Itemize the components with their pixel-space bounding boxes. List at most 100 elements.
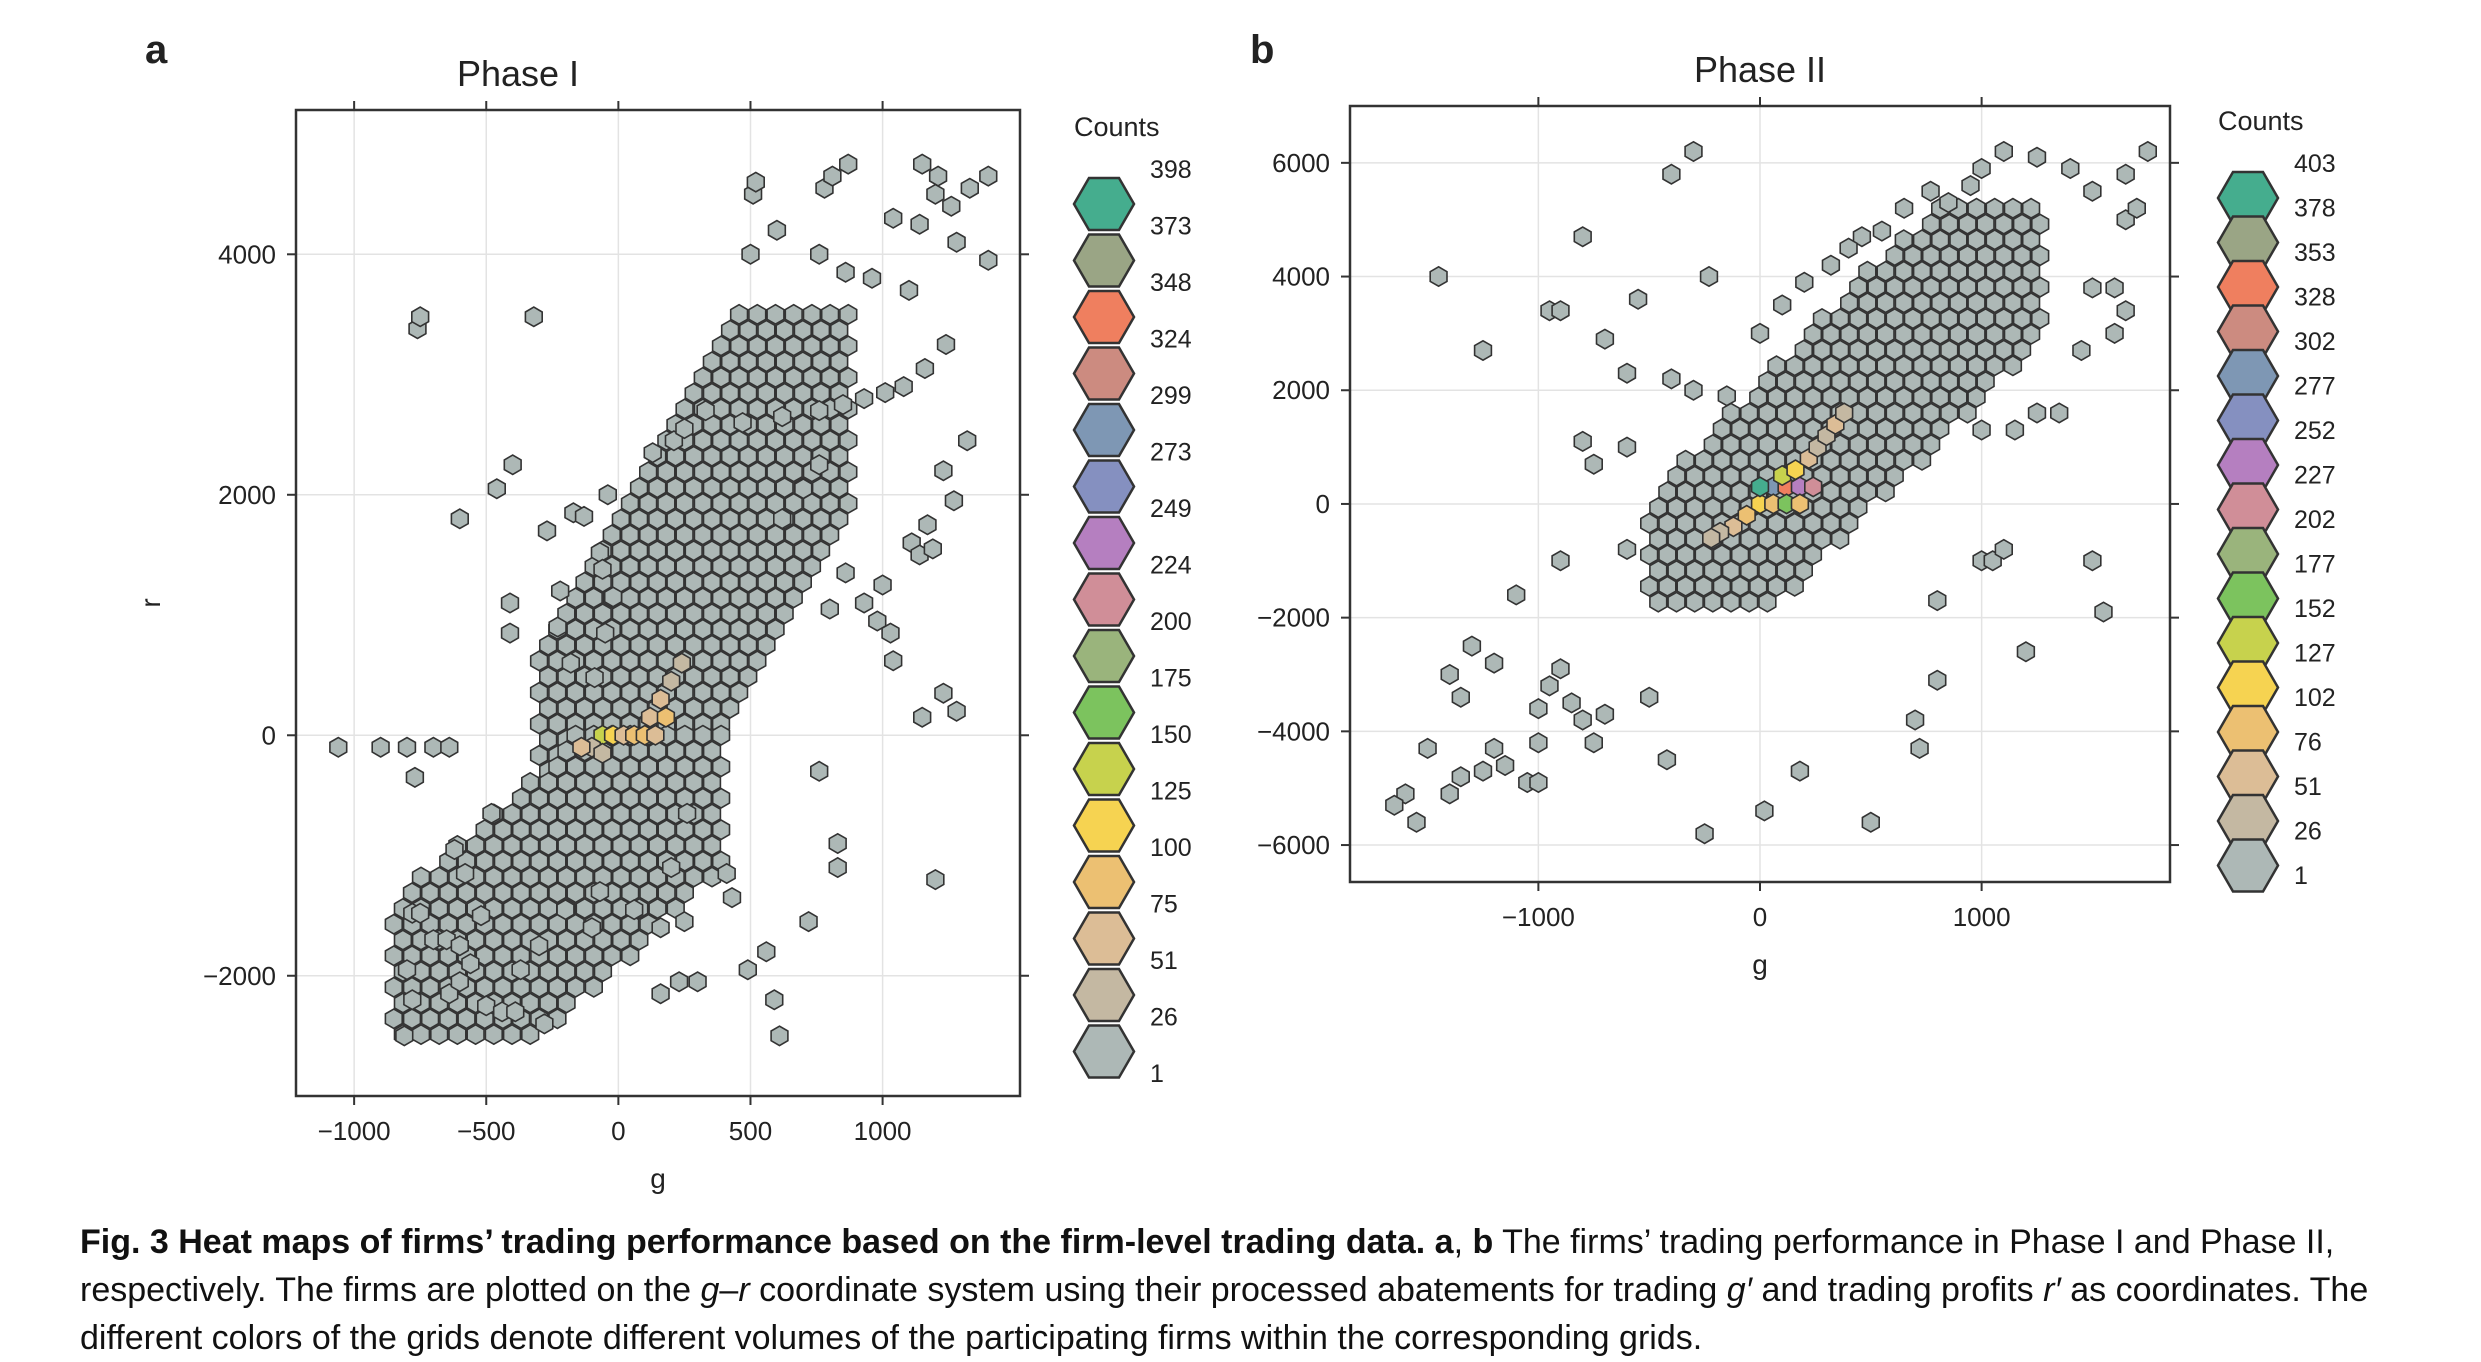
hex-cell — [1821, 386, 1841, 408]
hex-cell — [1912, 229, 1932, 251]
hex-cell — [748, 429, 767, 452]
hex-cell — [502, 897, 522, 920]
hex-cell — [820, 524, 840, 546]
hex-cell — [675, 756, 695, 778]
hex-cell — [912, 706, 932, 728]
hex-cell — [684, 834, 704, 857]
hex-cell — [720, 571, 740, 593]
hex-cell — [757, 445, 776, 467]
hex-cell — [1885, 433, 1904, 456]
hex-cell — [639, 819, 658, 841]
hex-cell — [539, 834, 558, 857]
hex-cell-hot — [1750, 476, 1770, 498]
panel-letter-a: a — [145, 28, 168, 72]
hex-cell — [482, 802, 501, 825]
hex-cell — [711, 524, 731, 546]
hex-cell — [566, 787, 585, 809]
hex-cell — [493, 945, 513, 967]
hex-cell — [611, 834, 631, 857]
hex-cell — [403, 989, 422, 1011]
hex-cell — [766, 618, 785, 641]
hex-cell — [1703, 433, 1723, 456]
hex-cell — [638, 650, 658, 672]
hex-cell — [738, 445, 758, 467]
legend-level: 51 — [2294, 773, 2322, 801]
hex-cell — [1451, 766, 1470, 788]
hex-cell — [524, 306, 544, 328]
hex-cell — [1939, 191, 1958, 214]
x-tick-label: 0 — [611, 1116, 625, 1146]
hex-cell — [729, 524, 749, 546]
legend-level: 75 — [1150, 891, 1178, 919]
hex-cell — [979, 165, 998, 187]
hex-cell — [675, 587, 694, 609]
hex-cell — [775, 382, 794, 404]
hex-cell — [557, 929, 576, 951]
hex-cell — [757, 319, 776, 341]
hex-cell — [811, 477, 831, 499]
hex-cell — [405, 766, 425, 789]
hex-cell — [838, 153, 858, 175]
hex-cell — [1967, 229, 1986, 251]
hex-cell — [839, 492, 858, 515]
hex-cell — [1821, 512, 1841, 534]
legend-level: 200 — [1150, 608, 1192, 636]
hex-cell — [1694, 449, 1713, 471]
hex-cell — [1721, 591, 1741, 613]
hex-cell — [793, 382, 813, 404]
hex-cell — [2003, 229, 2023, 251]
hex-cell — [511, 976, 531, 998]
legend-swatch — [1072, 233, 1136, 288]
x-tick-label: −1000 — [1502, 902, 1575, 932]
hex-cell-hot — [640, 706, 660, 728]
hex-cell — [2012, 276, 2032, 298]
hex-cell — [661, 856, 681, 879]
legend-level: 227 — [2294, 462, 2336, 490]
hex-cell — [2027, 146, 2047, 168]
hex-cell — [793, 414, 813, 436]
hex-cell — [1903, 433, 1923, 456]
hex-cell — [2003, 355, 2023, 377]
hex-cell — [1803, 512, 1823, 534]
hex-cell — [836, 261, 855, 283]
hex-cell — [1484, 737, 1504, 760]
hex-cell — [1758, 370, 1777, 393]
hex-cell — [1876, 355, 1895, 377]
hex-cell — [711, 819, 731, 841]
hex-cell — [1617, 362, 1637, 384]
hex-cell — [1830, 370, 1850, 393]
hex-cell — [1928, 589, 1947, 612]
hex-cell — [684, 571, 703, 593]
hex-cell — [611, 508, 631, 530]
hex-cell — [548, 681, 567, 704]
hex-cell — [666, 603, 685, 625]
hex-cell — [684, 666, 703, 688]
hex-cell — [1876, 386, 1895, 408]
hex-cell — [738, 382, 758, 404]
hex-cell — [720, 508, 740, 530]
hex-cell — [657, 756, 676, 778]
hex-cell — [1885, 339, 1904, 361]
legend-swatch — [1072, 741, 1136, 797]
hex-cell — [550, 580, 570, 602]
hex-cell — [466, 834, 485, 857]
hex-cell — [2012, 244, 2032, 267]
hex-cell — [1994, 276, 2014, 298]
hex-cell — [575, 960, 594, 983]
hex-cell — [722, 886, 742, 909]
hex-cell — [557, 960, 576, 983]
hex-cell — [1867, 433, 1886, 456]
hex-cell — [1958, 276, 1977, 298]
hex-cell — [1876, 481, 1895, 503]
hex-cell — [548, 616, 567, 638]
hex-cell — [915, 357, 935, 380]
hex-cell — [1830, 339, 1850, 361]
hex-cell — [675, 850, 695, 872]
y-tick-label: 6000 — [1272, 148, 1330, 178]
hex-cell — [829, 351, 849, 373]
hex-cell — [484, 929, 504, 951]
hex-cell — [829, 319, 849, 341]
y-tick-label: 4000 — [1272, 262, 1330, 292]
hex-cell — [784, 335, 803, 357]
hex-cell — [397, 736, 417, 758]
